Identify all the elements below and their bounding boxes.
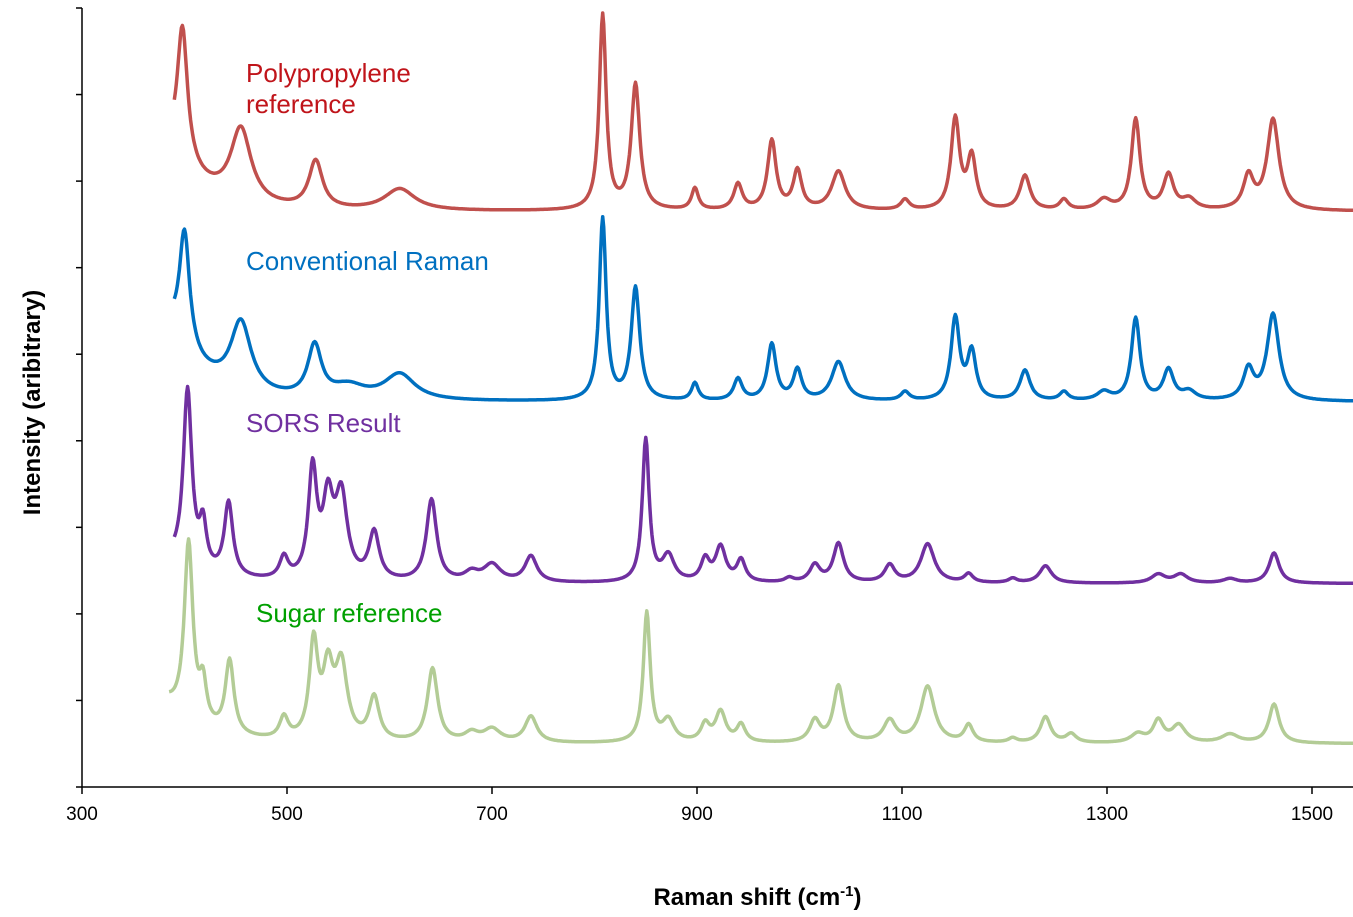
series-label-line: Sugar reference xyxy=(256,598,442,628)
series-label: Polypropylene reference xyxy=(246,58,411,119)
x-axis-title-superscript: -1 xyxy=(840,883,853,900)
x-axis-title: Raman shift (cm-1) xyxy=(653,883,861,911)
x-tick-label: 1500 xyxy=(1291,804,1333,825)
series-labels: Polypropylene reference Conventional Raman… xyxy=(246,58,489,628)
series-line xyxy=(168,537,1353,746)
x-axis-title-text: Raman shift (cm xyxy=(653,884,840,911)
series-line xyxy=(172,214,1353,403)
series-label-line: Conventional Raman xyxy=(246,246,489,276)
x-tick-label: 900 xyxy=(681,804,713,825)
x-tick-label: 500 xyxy=(271,804,303,825)
y-axis-ticks xyxy=(76,7,82,788)
series-lines xyxy=(168,11,1353,746)
series-label: Conventional Raman xyxy=(246,246,489,276)
x-tick-label: 300 xyxy=(66,804,98,825)
x-tick-label: 700 xyxy=(476,804,508,825)
y-axis-title: Intensity (aribitrary) xyxy=(19,290,46,515)
series-label-line: reference xyxy=(246,89,356,119)
axes: 300 500 700 900 1100 1300 1500 xyxy=(66,7,1353,825)
series-line xyxy=(172,384,1353,586)
x-tick-label: 1100 xyxy=(882,804,923,825)
series-label-line: Polypropylene xyxy=(246,58,411,88)
x-tick-label: 1300 xyxy=(1086,804,1128,825)
series-line xyxy=(172,11,1353,213)
x-axis-ticks: 300 500 700 900 1100 1300 1500 xyxy=(66,787,1333,825)
series-label: Sugar reference xyxy=(256,598,442,628)
series-label-line: SORS Result xyxy=(246,408,401,438)
x-axis-title-end: ) xyxy=(854,884,862,911)
series-label: SORS Result xyxy=(246,408,401,438)
